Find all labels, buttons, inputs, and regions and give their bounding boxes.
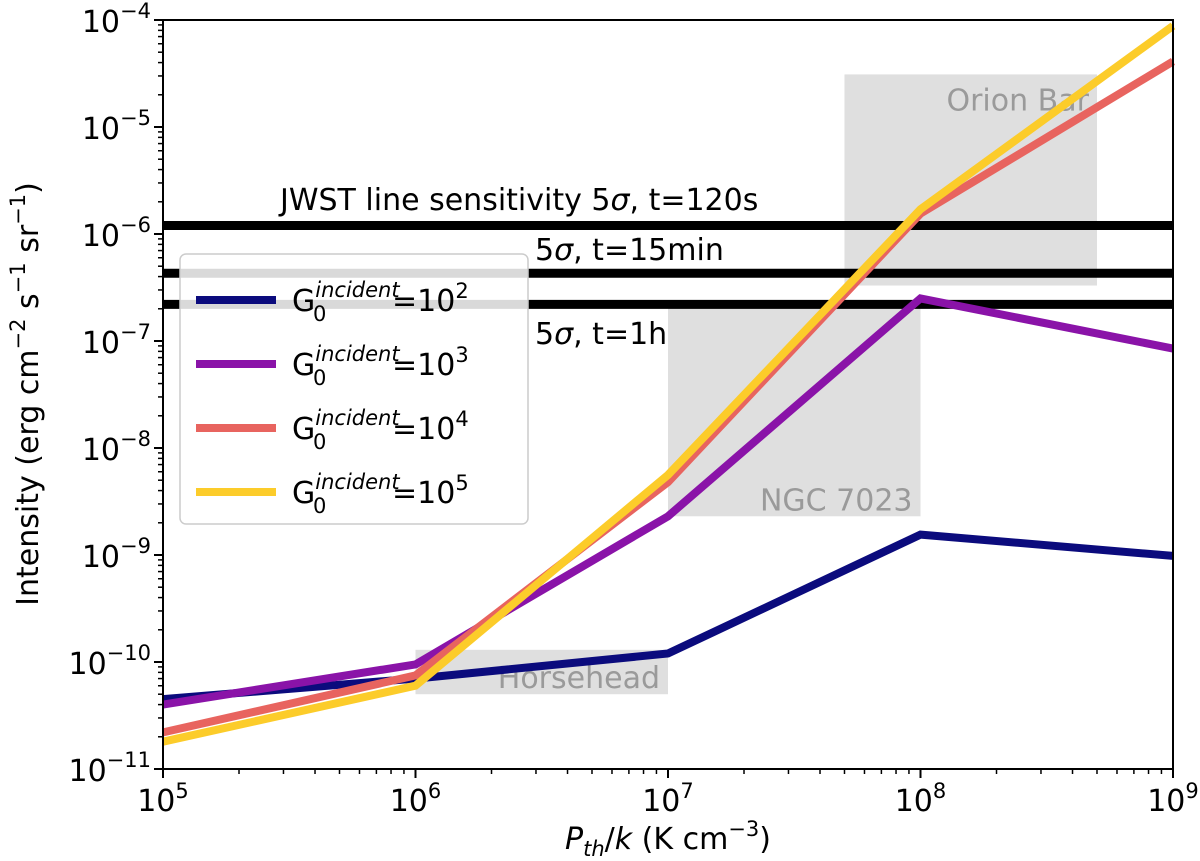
sensitivity-label-1h: 5σ, t=1h <box>535 317 667 352</box>
legend-label-g0-1e2: Gincident 0 =102 <box>292 278 469 326</box>
y-axis-label: Intensity (erg cm−2 s−1 sr−1) <box>6 182 46 606</box>
series-line-g0-1e2 <box>162 530 1174 704</box>
y-tick-label: 10−8 <box>82 427 151 468</box>
y-tick-label: 10−7 <box>82 320 151 361</box>
x-tick-label: 108 <box>895 779 947 819</box>
sensitivity-label-120s: JWST line sensitivity 5σ, t=120s <box>278 183 758 218</box>
region-label-ngc-7023: NGC 7023 <box>760 483 913 518</box>
x-tick-label: 109 <box>1147 779 1199 819</box>
legend-box <box>179 253 529 525</box>
x-tick-label: 105 <box>137 779 189 819</box>
data-series <box>162 22 1176 746</box>
legend-label-g0-1e4: Gincident 0 =104 <box>292 406 469 454</box>
y-tick-label: 10−5 <box>82 106 151 147</box>
x-tick-label: 106 <box>390 779 442 819</box>
legend-label-g0-1e5: Gincident 0 =105 <box>292 470 469 518</box>
legend: Gincident 0 =102 Gincident 0 =103 Gincident 0 =1… <box>179 253 529 525</box>
x-axis-label: Pth/k (K cm−3) <box>565 817 771 861</box>
legend-label-g0-1e3: Gincident 0 =103 <box>292 342 469 390</box>
y-tick-label: 10−11 <box>68 748 151 789</box>
y-tick-label: 10−4 <box>82 0 151 40</box>
y-tick-label: 10−9 <box>82 534 151 575</box>
x-tick-label: 107 <box>642 779 694 819</box>
axis-ticks: 105 106 107 108 109 10−11 10−10 10−9 10−8 10−7 10−… <box>68 0 1198 819</box>
sensitivity-label-15min: 5σ, t=15min <box>535 233 724 268</box>
series-line-g0-1e5 <box>162 22 1176 746</box>
series-line-g0-1e4 <box>162 57 1176 737</box>
y-tick-label: 10−6 <box>82 213 151 254</box>
series-line-g0-1e3 <box>162 294 1174 709</box>
y-tick-label: 10−10 <box>68 641 151 682</box>
